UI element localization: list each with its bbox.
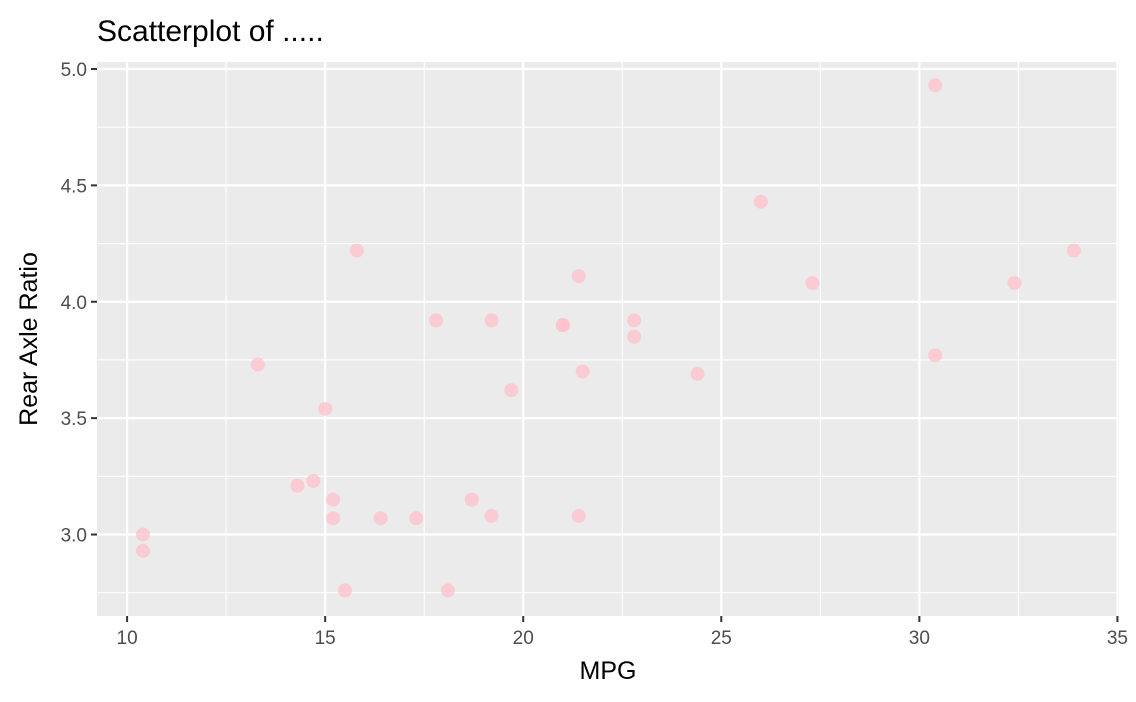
data-point xyxy=(464,492,479,507)
x-tick-label: 10 xyxy=(117,628,138,649)
data-points xyxy=(135,78,1081,598)
data-point xyxy=(805,276,820,291)
data-point xyxy=(484,313,499,328)
data-point xyxy=(349,243,364,258)
data-point xyxy=(135,543,150,558)
data-point xyxy=(928,348,943,363)
data-point xyxy=(928,78,943,93)
data-point xyxy=(373,511,388,526)
x-tick-label: 35 xyxy=(1107,628,1128,649)
chart-title: Scatterplot of ..... xyxy=(97,15,324,48)
data-point xyxy=(1007,276,1022,291)
x-tick-label: 20 xyxy=(513,628,534,649)
y-axis: 3.0 3.5 4.0 4.5 5.0 xyxy=(61,60,97,547)
data-point xyxy=(504,383,519,398)
data-point xyxy=(326,492,341,507)
data-point xyxy=(135,527,150,542)
data-point xyxy=(753,194,768,209)
data-point xyxy=(571,508,586,523)
data-point xyxy=(571,269,586,284)
data-point xyxy=(250,357,265,372)
minor-gridlines xyxy=(97,62,1119,616)
y-tick-label: 5.0 xyxy=(61,60,87,81)
data-point xyxy=(690,366,705,381)
data-point xyxy=(326,511,341,526)
y-tick-label: 3.5 xyxy=(61,409,87,430)
x-tick-label: 25 xyxy=(711,628,732,649)
x-axis-title: MPG xyxy=(580,657,637,685)
x-tick-label: 15 xyxy=(315,628,336,649)
data-point xyxy=(627,313,642,328)
plot-panel xyxy=(97,62,1119,616)
y-tick-label: 3.0 xyxy=(61,526,87,547)
data-point xyxy=(484,508,499,523)
data-point xyxy=(409,511,424,526)
data-point xyxy=(627,329,642,344)
major-gridlines xyxy=(97,62,1119,616)
data-point xyxy=(555,318,570,333)
y-axis-title: Rear Axle Ratio xyxy=(15,252,43,426)
x-axis: 10 15 20 25 30 35 xyxy=(117,616,1128,649)
data-point xyxy=(1066,243,1081,258)
data-point xyxy=(318,401,333,416)
data-point xyxy=(306,473,321,488)
y-tick-label: 4.5 xyxy=(61,176,87,197)
data-point xyxy=(337,583,352,598)
data-point xyxy=(290,478,305,493)
x-tick-label: 30 xyxy=(909,628,930,649)
data-point xyxy=(575,364,590,379)
data-point xyxy=(440,583,455,598)
y-tick-label: 4.0 xyxy=(61,293,87,314)
data-point xyxy=(429,313,444,328)
